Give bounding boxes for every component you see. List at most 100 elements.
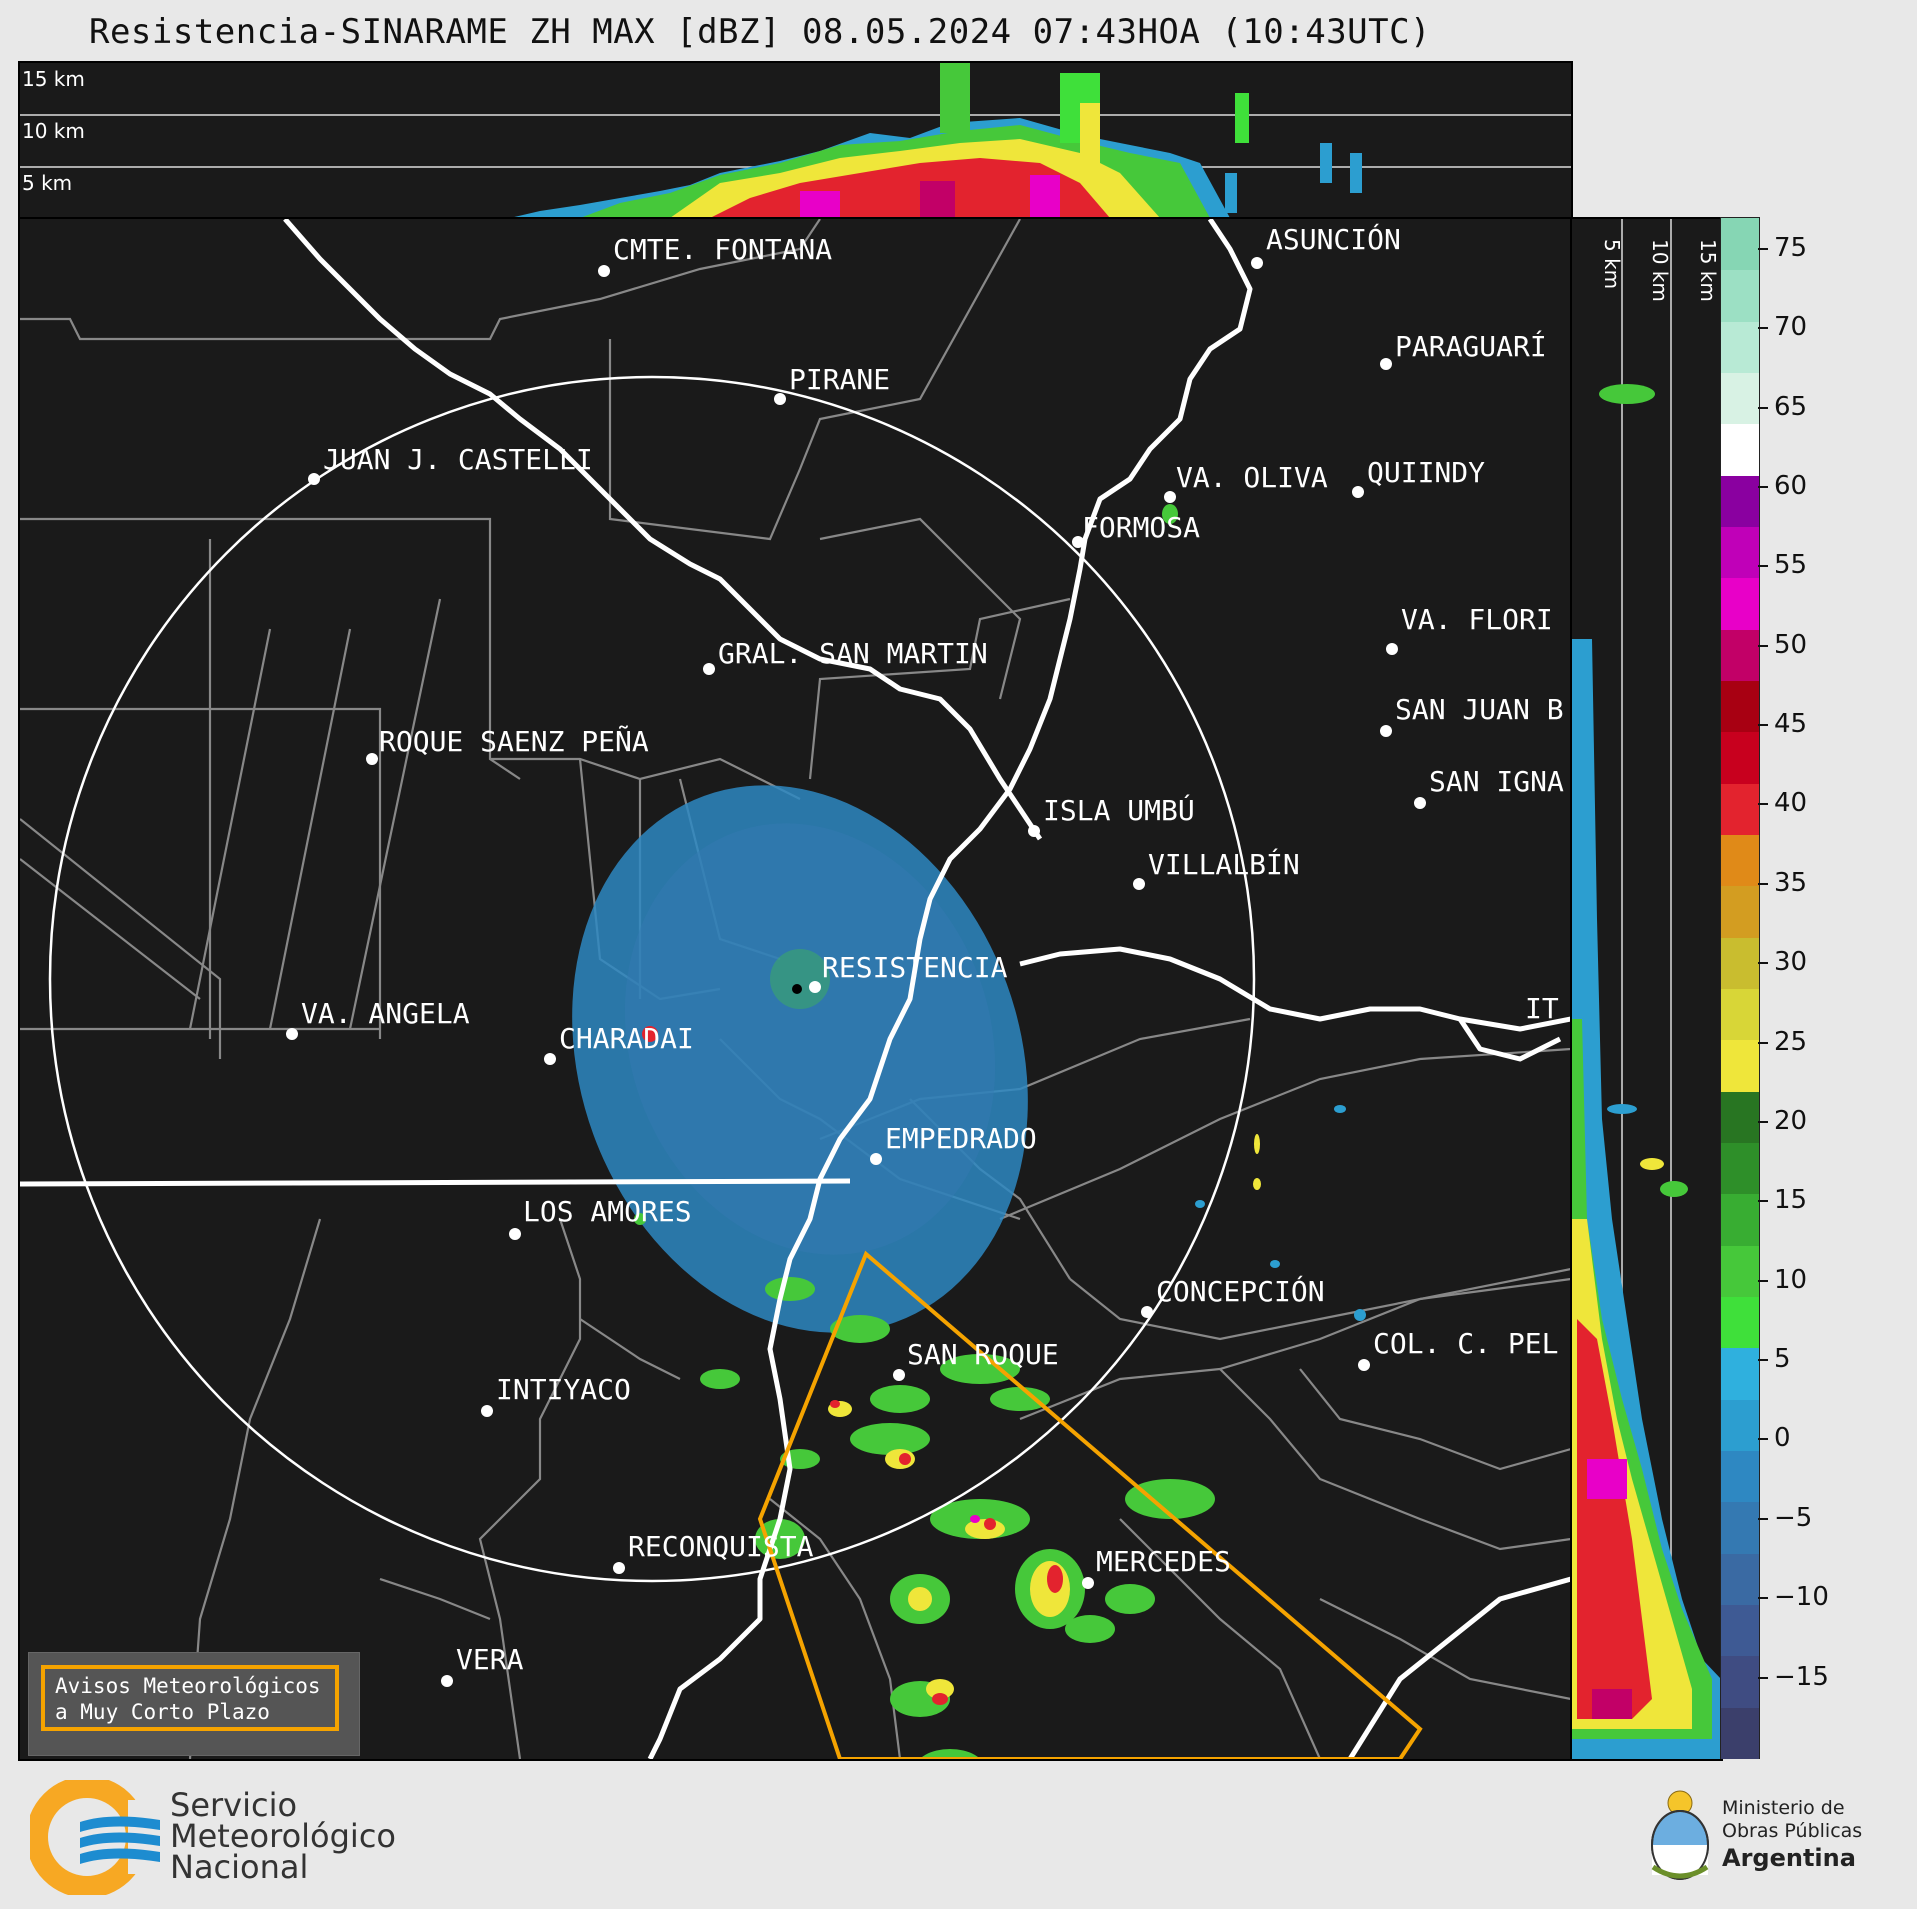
ministry-line2: Obras Públicas — [1722, 1820, 1863, 1842]
warning-legend-frame: Avisos Meteorológicos a Muy Corto Plazo — [41, 1665, 339, 1731]
colorbar-tick-label: 75 — [1757, 233, 1807, 263]
colorbar-tick-label: 10 — [1757, 1265, 1807, 1295]
city-label-charadai: CHARADAI — [559, 1022, 694, 1055]
map-title: Resistencia-SINARAME ZH MAX [dBZ] 08.05.… — [88, 12, 1432, 52]
top-profile-echoes — [510, 63, 1362, 218]
colorbar-segment — [1721, 1090, 1759, 1143]
colorbar-segment — [1721, 218, 1759, 271]
colorbar-tick-label: 15 — [1757, 1185, 1807, 1215]
city-label-mercedes: MERCEDES — [1096, 1545, 1231, 1578]
colorbar-segment — [1721, 988, 1759, 1041]
right-height-label-5km: 5 km — [1600, 239, 1624, 290]
radar-site-marker — [792, 984, 802, 994]
radar-range-ring — [48, 375, 1256, 1583]
colorbar-tick-label: 35 — [1757, 868, 1807, 898]
city-label-isla-umbu: ISLA UMBÚ — [1043, 793, 1195, 827]
colorbar-tick-label: −15 — [1758, 1662, 1829, 1692]
city-label-resistencia: RESISTENCIA — [822, 951, 1008, 984]
smn-logo-icon — [30, 1780, 170, 1895]
city-label-va-flori: VA. FLORI — [1401, 603, 1553, 636]
city-label-pirane: PIRANE — [789, 363, 890, 396]
colorbar-segment — [1721, 1296, 1759, 1349]
colorbar-segment — [1721, 577, 1759, 630]
radar-echoes — [572, 504, 1366, 1759]
colorbar-tick-label: 60 — [1757, 471, 1807, 501]
colorbar-segment — [1721, 1244, 1759, 1297]
colorbar-segment — [1721, 1552, 1759, 1605]
colorbar-segment — [1721, 936, 1759, 989]
colorbar-tick-label: −5 — [1757, 1503, 1812, 1533]
city-label-col-c-pel: COL. C. PEL — [1373, 1327, 1558, 1360]
colorbar-tick-label: 0 — [1758, 1423, 1791, 1453]
colorbar-tick-label: 40 — [1757, 788, 1807, 818]
warning-legend-box[interactable]: Avisos Meteorológicos a Muy Corto Plazo — [28, 1652, 360, 1756]
city-labels: CMTE. FONTANA ASUNCIÓN PARAGUARÍ PIRANE … — [301, 222, 1564, 1676]
colorbar-tick-label: 25 — [1757, 1027, 1807, 1057]
city-label-cmte-fontana: CMTE. FONTANA — [613, 233, 832, 266]
colorbar-segment — [1721, 1655, 1759, 1708]
right-height-profile: 5 km 10 km 15 km — [1570, 217, 1723, 1761]
city-label-roque-saenz-pena: ROQUE SAENZ PEÑA — [379, 724, 649, 758]
city-label-los-amores: LOS AMORES — [523, 1195, 692, 1228]
colorbar-segment — [1721, 526, 1759, 579]
top-height-label-5km: 5 km — [22, 171, 73, 195]
colorbar-segment — [1721, 269, 1759, 322]
argentina-shield-icon — [1651, 1790, 1709, 1880]
colorbar-segment — [1721, 1398, 1759, 1451]
top-profile-svg — [20, 63, 1571, 218]
city-label-vera: VERA — [456, 1643, 524, 1676]
dbz-colorbar — [1720, 217, 1760, 1759]
colorbar-segment — [1721, 731, 1759, 784]
ministry-line3: Argentina — [1722, 1844, 1856, 1872]
colorbar-segment — [1721, 1604, 1759, 1657]
colorbar-tick-label: 30 — [1757, 947, 1807, 977]
city-label-va-oliva: VA. OLIVA — [1176, 461, 1328, 494]
colorbar-segment — [1721, 320, 1759, 373]
city-label-reconquista: RECONQUISTA — [628, 1530, 814, 1563]
warning-legend-line1: Avisos Meteorológicos — [55, 1674, 321, 1698]
colorbar-segment — [1721, 1039, 1759, 1092]
city-label-villalbin: VILLALBÍN — [1148, 847, 1300, 881]
colorbar-tick-label: 65 — [1757, 392, 1807, 422]
province-line — [20, 1178, 851, 1187]
colorbar-tick-label: 70 — [1757, 312, 1807, 342]
smn-logo-text: Servicio Meteorológico Nacional — [170, 1786, 396, 1886]
colorbar-tick-label: 45 — [1757, 709, 1807, 739]
colorbar-segment — [1721, 1193, 1759, 1246]
right-height-label-15km: 15 km — [1696, 239, 1720, 302]
colorbar-segment — [1721, 1706, 1759, 1759]
colorbar-tick-label: 20 — [1757, 1106, 1807, 1136]
right-height-label-10km: 10 km — [1648, 239, 1672, 302]
city-label-san-roque: SAN ROQUE — [907, 1338, 1059, 1371]
colorbar-segment — [1721, 372, 1759, 425]
top-height-profile: 15 km 10 km 5 km — [18, 61, 1573, 220]
smn-line2: Meteorológico — [170, 1817, 396, 1855]
colorbar-segment — [1721, 885, 1759, 938]
colorbar-segment — [1721, 1501, 1759, 1554]
warning-polygon[interactable] — [757, 1250, 1423, 1759]
colorbar-tick-label: 5 — [1758, 1344, 1791, 1374]
city-markers — [286, 257, 1426, 1687]
city-label-va-angela: VA. ANGELA — [301, 997, 470, 1030]
colorbar-segment — [1721, 474, 1759, 527]
colorbar-segment — [1721, 628, 1759, 681]
colorbar-segment — [1721, 1142, 1759, 1195]
smn-line3: Nacional — [170, 1848, 309, 1886]
city-label-gral-san-martin: GRAL. SAN MARTIN — [718, 637, 988, 670]
top-height-label-10km: 10 km — [22, 119, 85, 143]
rivers — [283, 219, 1571, 1759]
right-profile-svg — [1572, 219, 1721, 1759]
ministry-line1: Ministerio de — [1722, 1797, 1845, 1819]
colorbar-tick-label: −10 — [1758, 1582, 1829, 1612]
radar-map[interactable]: CMTE. FONTANA ASUNCIÓN PARAGUARÍ PIRANE … — [18, 217, 1573, 1761]
colorbar-tick-label: 50 — [1757, 630, 1807, 660]
colorbar-segment — [1721, 834, 1759, 887]
colorbar-segment — [1721, 782, 1759, 835]
city-label-quiindy: QUIINDY — [1367, 456, 1485, 489]
smn-line1: Servicio — [170, 1786, 298, 1824]
city-label-juan-j-castelli: JUAN J. CASTELLI — [323, 443, 593, 476]
city-label-concepcion: CONCEPCIÓN — [1156, 1274, 1325, 1308]
city-label-formosa: FORMOSA — [1082, 511, 1200, 544]
city-label-intiyaco: INTIYACO — [496, 1373, 631, 1406]
radar-map-svg: CMTE. FONTANA ASUNCIÓN PARAGUARÍ PIRANE … — [20, 219, 1571, 1759]
